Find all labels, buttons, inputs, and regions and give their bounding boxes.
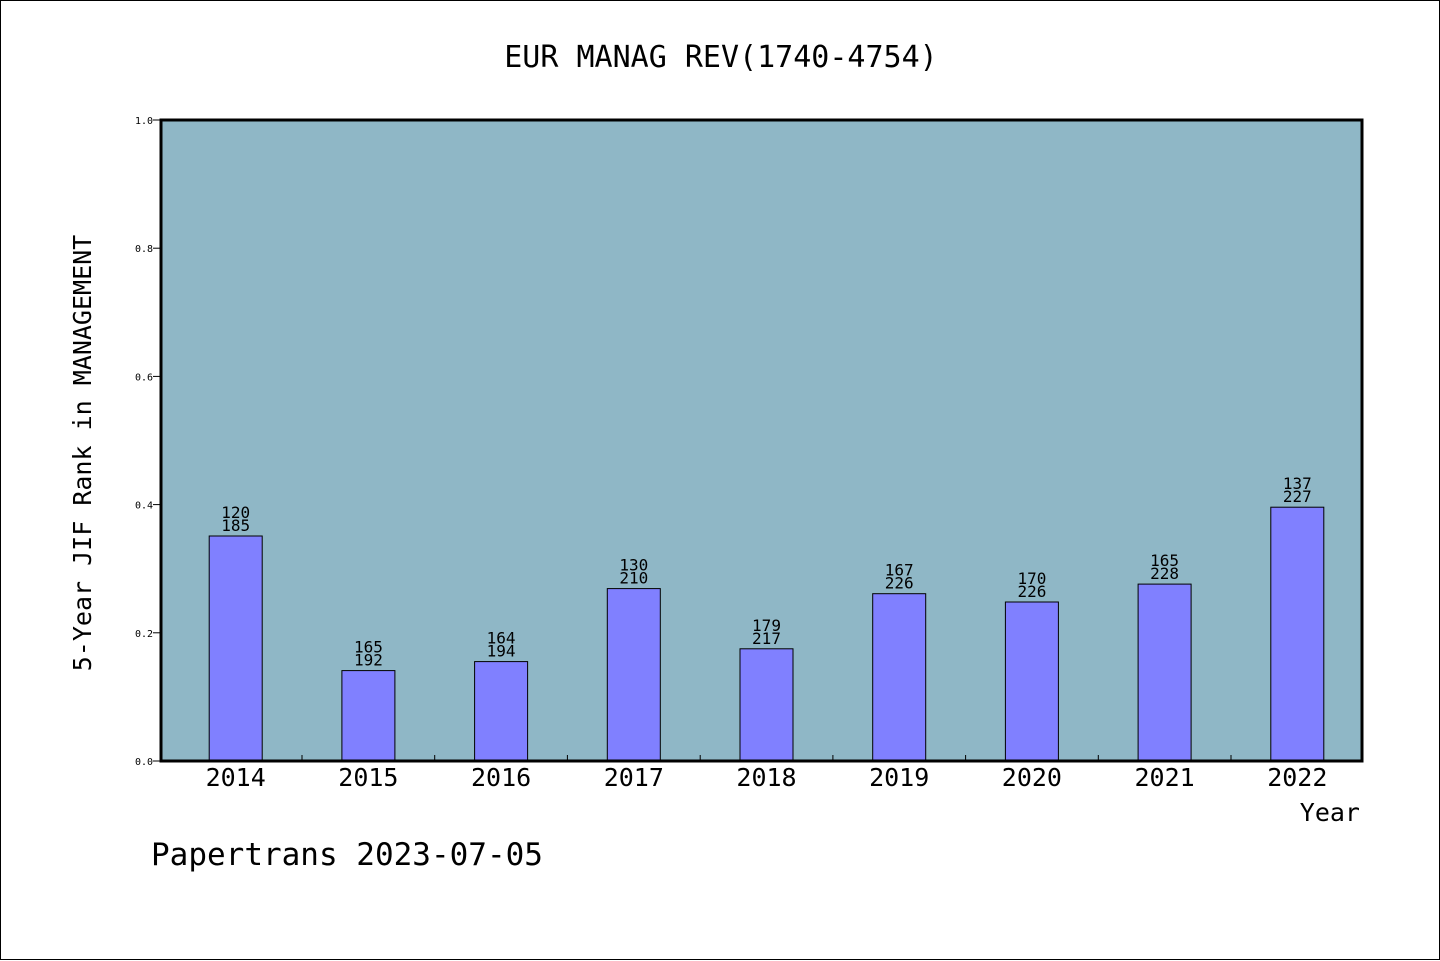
y-tick-label-0.4: 0.4 [135, 501, 153, 512]
bar-label-rank-2018: 179 [752, 616, 781, 635]
x-axis: 2014 2015 2016 2017 2018 2019 2020 2021 2022 [206, 755, 1327, 792]
bar-label-total-2020: 226 [1017, 582, 1046, 601]
bar-label-total-2014: 185 [221, 516, 250, 535]
bar-label-rank-2014: 120 [221, 503, 250, 522]
y-tick-label-0.6: 0.6 [135, 372, 153, 383]
x-tick-label-2021: 2021 [1134, 763, 1194, 792]
bar-label-rank-2021: 165 [1150, 551, 1179, 570]
y-axis: 0.0 0.2 0.4 0.6 0.8 1.0 [135, 116, 161, 768]
x-tick-label-2016: 2016 [471, 763, 531, 792]
bar-label-rank-2019: 167 [885, 561, 914, 580]
bar-2021 [1137, 583, 1192, 762]
plot-border [159, 118, 1364, 763]
bar-label-total-2021: 228 [1150, 564, 1179, 583]
y-axis-label: 5-Year JIF Rank in MANAGEMENT [68, 235, 97, 672]
bar-2017 [606, 588, 661, 762]
bar-2015 [341, 670, 396, 762]
x-tick-label-2019: 2019 [869, 763, 929, 792]
x-tick-label-2020: 2020 [1002, 763, 1062, 792]
y-tick-label-1.0: 1.0 [135, 116, 153, 127]
bars-group [208, 506, 1325, 762]
bar-label-total-2016: 194 [487, 642, 516, 661]
bar-label-rank-2017: 130 [619, 556, 648, 575]
bar-2022 [1270, 506, 1325, 762]
bar-2014 [208, 535, 263, 762]
bar-label-rank-2015: 165 [354, 638, 383, 657]
x-tick-label-2018: 2018 [736, 763, 796, 792]
chart-title: EUR MANAG REV(1740-4754) [504, 40, 937, 75]
bar-label-total-2017: 210 [619, 569, 648, 588]
bar-label-rank-2016: 164 [487, 629, 516, 648]
footer-text: Papertrans 2023-07-05 [151, 837, 543, 873]
bar-label-rank-2022: 137 [1283, 474, 1312, 493]
bar-label-total-2019: 226 [885, 574, 914, 593]
x-tick-label-2022: 2022 [1267, 763, 1327, 792]
bar-label-total-2015: 192 [354, 651, 383, 670]
x-tick-label-2014: 2014 [206, 763, 266, 792]
bar-label-rank-2020: 170 [1017, 569, 1046, 588]
bar-label-total-2018: 217 [752, 629, 781, 648]
x-tick-label-2015: 2015 [338, 763, 398, 792]
bar-2018 [739, 648, 794, 762]
y-tick-label-0.2: 0.2 [135, 629, 153, 640]
bar-2019 [872, 593, 927, 762]
y-tick-label-0.0: 0.0 [135, 757, 153, 768]
x-tick-label-2017: 2017 [604, 763, 664, 792]
y-tick-label-0.8: 0.8 [135, 244, 153, 255]
x-axis-label: Year [1300, 798, 1360, 827]
bar-2020 [1004, 601, 1059, 762]
bar-label-total-2022: 227 [1283, 487, 1312, 506]
bar-2016 [474, 661, 529, 762]
